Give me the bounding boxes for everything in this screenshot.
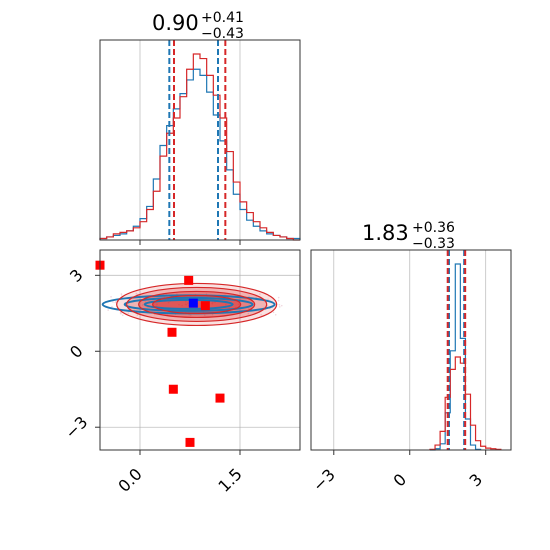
scatter-point xyxy=(186,302,189,304)
red-square-marker xyxy=(167,327,177,337)
scatter-point xyxy=(211,313,214,316)
title-top-left-upper: +0.41 xyxy=(201,10,244,26)
scatter-point xyxy=(274,313,277,316)
scatter-point xyxy=(277,299,280,302)
x-tick-label: 0 xyxy=(390,470,411,491)
title-top-left: 0.90 +0.41 −0.43 xyxy=(152,10,244,42)
x-tick-label: −3 xyxy=(309,465,339,495)
scatter-point xyxy=(280,304,283,307)
title-bottom-right-lower: −0.33 xyxy=(412,236,455,252)
x-tick-label: 0.0 xyxy=(114,464,145,495)
density-contour-line-blue xyxy=(123,296,254,312)
title-bottom-right: 1.83 +0.36 −0.33 xyxy=(362,220,455,252)
scatter-point xyxy=(255,296,257,299)
red-square-marker xyxy=(215,393,225,403)
scatter-point xyxy=(127,312,130,315)
title-bottom-right-upper: +0.36 xyxy=(412,220,455,236)
title-top-left-value: 0.90 xyxy=(152,11,199,35)
red-square-marker xyxy=(200,301,210,311)
scatter-point xyxy=(119,312,122,314)
scatter-point xyxy=(266,305,269,307)
scatter-panel-bottom-left: 0.0 1.5 −3 0 3 xyxy=(61,249,301,496)
scatter-point xyxy=(203,314,206,317)
y-tick-label: 3 xyxy=(66,265,87,286)
y-tick-label: −3 xyxy=(61,413,91,443)
scatter-point xyxy=(120,294,123,296)
blue-square-marker xyxy=(188,298,198,308)
scatter-point xyxy=(267,298,269,301)
red-square-marker xyxy=(184,275,194,285)
red-square-marker xyxy=(185,437,195,447)
density-contour-line-red xyxy=(152,294,242,315)
x-tick-label: 3 xyxy=(465,470,486,491)
histogram-panel-top-left xyxy=(99,39,301,245)
scatter-point xyxy=(141,304,144,306)
scatter-point xyxy=(278,306,281,308)
scatter-point xyxy=(184,300,187,303)
scatter-point xyxy=(181,304,183,307)
scatter-point xyxy=(278,303,281,306)
scatter-point xyxy=(156,303,158,305)
scatter-point xyxy=(178,303,180,306)
scatter-point xyxy=(111,305,113,308)
scatter-point xyxy=(259,293,261,295)
scatter-point xyxy=(248,295,250,298)
scatter-point xyxy=(272,311,275,314)
axis-frame-bottom-right xyxy=(310,249,512,451)
scatter-point xyxy=(136,314,139,316)
scatter-point xyxy=(237,303,240,306)
scatter-point xyxy=(189,314,192,317)
histogram-series-series_b xyxy=(99,53,300,241)
red-square-marker xyxy=(168,384,178,394)
scatter-point xyxy=(225,303,227,306)
scatter-point xyxy=(115,300,117,303)
scatter-point xyxy=(228,306,231,309)
scatter-point xyxy=(135,292,138,295)
axis-frame-top-left xyxy=(99,39,301,241)
y-tick-label: 0 xyxy=(66,341,87,362)
axis-frame-bottom-left xyxy=(99,249,301,451)
scatter-point xyxy=(184,303,187,306)
title-bottom-right-value: 1.83 xyxy=(362,221,409,245)
density-contour-line-red xyxy=(138,290,256,319)
title-top-left-lower: −0.43 xyxy=(201,26,244,42)
x-tick-label: 1.5 xyxy=(214,464,245,495)
scatter-point xyxy=(121,314,124,317)
histogram-panel-bottom-right: −3 0 3 xyxy=(309,249,512,495)
density-contour-line-red xyxy=(126,286,268,323)
scatter-point xyxy=(112,301,114,303)
scatter-point xyxy=(205,293,208,295)
density-contour-line-blue xyxy=(143,298,234,310)
scatter-point xyxy=(211,302,214,305)
histogram-series-series_a xyxy=(429,263,482,451)
scatter-point xyxy=(247,312,250,315)
scatter-point xyxy=(260,313,262,316)
scatter-point xyxy=(107,309,109,311)
scatter-point xyxy=(167,301,170,304)
density-contour-line-red xyxy=(116,282,278,327)
histogram-series-series_a xyxy=(99,68,301,240)
scatter-point xyxy=(110,296,112,298)
scatter-point xyxy=(277,296,280,299)
